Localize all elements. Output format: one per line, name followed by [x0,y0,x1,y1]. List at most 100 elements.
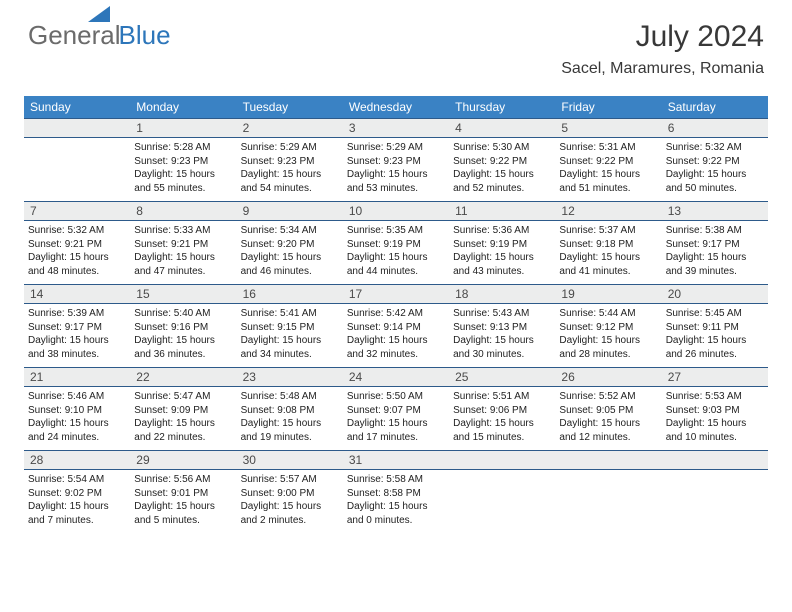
day-info-line: Sunset: 9:14 PM [347,321,445,335]
day-info-line: Sunset: 9:23 PM [241,155,339,169]
day-number-cell: 18 [449,285,555,304]
day-number-cell: 7 [24,202,130,221]
day-info-line: Daylight: 15 hours [241,251,339,265]
day-info-line: Sunrise: 5:57 AM [241,473,339,487]
day-info-line: and 52 minutes. [453,182,551,196]
day-number-cell: 26 [555,368,661,387]
day-info-line: Daylight: 15 hours [666,251,764,265]
day-info-line: and 2 minutes. [241,514,339,528]
day-info-line: Daylight: 15 hours [453,168,551,182]
day-info-line: Sunrise: 5:50 AM [347,390,445,404]
day-content-row: Sunrise: 5:39 AMSunset: 9:17 PMDaylight:… [24,304,768,368]
day-info-line: Sunrise: 5:28 AM [134,141,232,155]
day-info-line: and 41 minutes. [559,265,657,279]
day-number-row: 21222324252627 [24,368,768,387]
day-number-cell: 27 [662,368,768,387]
day-info-line: Sunset: 9:18 PM [559,238,657,252]
weekday-header-row: Sunday Monday Tuesday Wednesday Thursday… [24,96,768,119]
weekday-header: Sunday [24,96,130,119]
day-info-line: Sunset: 9:22 PM [559,155,657,169]
day-number-cell: 5 [555,119,661,138]
day-number-cell: 20 [662,285,768,304]
weekday-header: Friday [555,96,661,119]
day-content-cell: Sunrise: 5:56 AMSunset: 9:01 PMDaylight:… [130,470,236,534]
day-info-line: and 36 minutes. [134,348,232,362]
day-content-cell [555,470,661,534]
day-info-line: Sunrise: 5:42 AM [347,307,445,321]
day-number-cell [449,451,555,470]
day-number-cell: 17 [343,285,449,304]
day-info-line: Sunrise: 5:37 AM [559,224,657,238]
header: GeneralBlue July 2024 Sacel, Maramures, … [0,0,792,86]
day-number-cell: 21 [24,368,130,387]
day-info-line: Daylight: 15 hours [134,334,232,348]
weekday-header: Tuesday [237,96,343,119]
day-number-cell: 9 [237,202,343,221]
day-info-line: Sunset: 9:00 PM [241,487,339,501]
day-content-cell: Sunrise: 5:31 AMSunset: 9:22 PMDaylight:… [555,138,661,202]
day-content-cell: Sunrise: 5:45 AMSunset: 9:11 PMDaylight:… [662,304,768,368]
day-number-cell: 25 [449,368,555,387]
day-info-line: Daylight: 15 hours [347,251,445,265]
day-info-line: Sunrise: 5:48 AM [241,390,339,404]
day-info-line: Daylight: 15 hours [347,500,445,514]
day-info-line: Daylight: 15 hours [347,168,445,182]
day-info-line: Sunrise: 5:38 AM [666,224,764,238]
day-info-line: Sunrise: 5:29 AM [241,141,339,155]
day-info-line: Daylight: 15 hours [134,500,232,514]
logo-text-blue: Blue [119,20,171,50]
day-number-row: 28293031 [24,451,768,470]
day-info-line: and 53 minutes. [347,182,445,196]
day-info-line: and 38 minutes. [28,348,126,362]
day-number-cell: 11 [449,202,555,221]
day-info-line: Sunrise: 5:43 AM [453,307,551,321]
day-number-cell: 24 [343,368,449,387]
day-number-cell: 13 [662,202,768,221]
day-number-cell: 23 [237,368,343,387]
day-number-cell: 22 [130,368,236,387]
day-number-cell: 6 [662,119,768,138]
day-content-cell [449,470,555,534]
day-number-cell: 4 [449,119,555,138]
day-content-cell: Sunrise: 5:32 AMSunset: 9:21 PMDaylight:… [24,221,130,285]
day-content-cell: Sunrise: 5:35 AMSunset: 9:19 PMDaylight:… [343,221,449,285]
weekday-header: Monday [130,96,236,119]
day-info-line: Daylight: 15 hours [28,334,126,348]
day-info-line: Daylight: 15 hours [666,417,764,431]
day-info-line: and 43 minutes. [453,265,551,279]
day-info-line: and 30 minutes. [453,348,551,362]
title-block: July 2024 Sacel, Maramures, Romania [561,20,764,78]
day-info-line: Sunset: 9:17 PM [28,321,126,335]
weekday-header: Thursday [449,96,555,119]
logo-text-general: General [28,20,121,50]
day-content-cell: Sunrise: 5:50 AMSunset: 9:07 PMDaylight:… [343,387,449,451]
day-info-line: Daylight: 15 hours [559,251,657,265]
day-content-row: Sunrise: 5:46 AMSunset: 9:10 PMDaylight:… [24,387,768,451]
day-number-cell: 31 [343,451,449,470]
day-info-line: Sunset: 9:17 PM [666,238,764,252]
day-info-line: and 15 minutes. [453,431,551,445]
day-info-line: Sunset: 9:05 PM [559,404,657,418]
day-info-line: Sunrise: 5:44 AM [559,307,657,321]
day-info-line: and 44 minutes. [347,265,445,279]
day-content-cell: Sunrise: 5:33 AMSunset: 9:21 PMDaylight:… [130,221,236,285]
day-info-line: Sunrise: 5:31 AM [559,141,657,155]
day-content-cell: Sunrise: 5:42 AMSunset: 9:14 PMDaylight:… [343,304,449,368]
day-info-line: Sunrise: 5:56 AM [134,473,232,487]
day-info-line: Sunrise: 5:47 AM [134,390,232,404]
day-info-line: Sunrise: 5:46 AM [28,390,126,404]
day-info-line: Sunrise: 5:51 AM [453,390,551,404]
day-info-line: Sunrise: 5:52 AM [559,390,657,404]
day-info-line: Daylight: 15 hours [666,168,764,182]
day-content-cell: Sunrise: 5:46 AMSunset: 9:10 PMDaylight:… [24,387,130,451]
day-info-line: Sunrise: 5:45 AM [666,307,764,321]
day-info-line: Sunset: 9:07 PM [347,404,445,418]
day-number-cell: 16 [237,285,343,304]
day-number-cell: 28 [24,451,130,470]
day-content-cell: Sunrise: 5:40 AMSunset: 9:16 PMDaylight:… [130,304,236,368]
day-info-line: and 47 minutes. [134,265,232,279]
day-info-line: Daylight: 15 hours [134,251,232,265]
day-info-line: Daylight: 15 hours [241,500,339,514]
day-info-line: Sunrise: 5:54 AM [28,473,126,487]
month-title: July 2024 [561,20,764,54]
